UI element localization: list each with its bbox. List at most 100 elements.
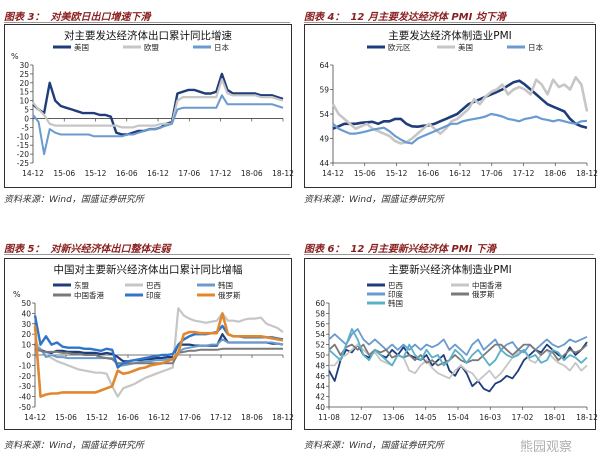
series-line [332, 79, 588, 130]
figure-caption: 图表 5： 对新兴经济体出口整体走弱 [4, 240, 170, 255]
x-tick-label: 16-12 [147, 169, 169, 178]
y-tick-label: 44 [315, 382, 325, 391]
y-tick-label: 58 [315, 309, 325, 318]
legend-label: 印度 [388, 289, 403, 299]
legend-label: 韩国 [218, 280, 233, 290]
legend-label: 欧元区 [388, 42, 411, 52]
chart-panel: 主要新兴经济体制造业PMI 巴西 中国香港 印度 俄罗斯 韩国 40 42 44 46 48 50 52… [304, 258, 598, 430]
chart-title: 中国对主要新兴经济体出口累计同比增幅 [54, 263, 243, 276]
series-line [328, 343, 588, 367]
x-tick-label: 18-12 [576, 413, 598, 422]
y-tick-label: 15 [19, 88, 29, 97]
legend-label: 中国香港 [472, 280, 502, 290]
y-tick-label: 64 [319, 61, 329, 70]
x-tick-label: 18-12 [272, 413, 294, 422]
caption-rule [4, 22, 290, 23]
figure-caption-text: 12 月主要新兴经济体 PMI 下滑 [350, 244, 496, 255]
figure-number: 图表 6： [304, 244, 345, 255]
legend-label: 东盟 [74, 280, 89, 290]
x-tick-label: 17-12 [513, 169, 535, 178]
watermark: 熊园观察 [520, 440, 573, 455]
x-tick-label: 18-12 [576, 169, 598, 178]
y-tick-label: 44 [319, 159, 329, 168]
x-tick-label: 17-06 [178, 169, 200, 178]
x-tick-label: 15-12 [86, 413, 108, 422]
x-tick-label: 15-04 [447, 413, 469, 422]
source-note: 资料来源：Wind，国盛证券研究所 [4, 195, 144, 205]
chart-title: 对主要发达经济体出口累计同比增速 [64, 29, 232, 42]
legend-label: 印度 [146, 290, 161, 300]
y-tick-label: 48 [315, 361, 325, 370]
legend-label: 俄罗斯 [218, 290, 241, 300]
y-tick-label: 59 [319, 86, 329, 95]
figure-caption-text: 对新兴经济体出口整体走弱 [50, 244, 171, 255]
y-tick-label: 25 [19, 70, 29, 79]
y-tick-label: 0 [24, 114, 29, 123]
series-line [328, 328, 588, 356]
x-tick-label: 16-06 [117, 413, 139, 422]
x-tick-label: 17-02 [512, 413, 534, 422]
caption-rule [304, 254, 594, 255]
y-tick-label: -50 [19, 403, 31, 412]
figure-number: 图表 3： [4, 12, 45, 23]
y-tick-label: -20 [19, 372, 31, 381]
x-tick-label: 17-12 [210, 169, 232, 178]
y-tick-label: -40 [19, 393, 31, 402]
y-tick-label: 5 [24, 106, 29, 115]
figure-caption-text: 对美欧日出口增速下滑 [50, 12, 151, 23]
y-tick-label: -15 [17, 141, 29, 150]
caption-rule [304, 22, 594, 23]
legend-label: 日本 [214, 42, 229, 52]
y-tick-label: 20 [21, 330, 31, 339]
legend-label: 日本 [528, 42, 543, 52]
x-tick-label: 16-12 [449, 169, 471, 178]
x-tick-label: 15-06 [53, 169, 75, 178]
y-tick-label: 56 [315, 320, 325, 329]
figure-caption: 图表 4： 12 月主要发达经济体 PMI 均下滑 [304, 8, 506, 23]
figure-caption: 图表 6： 12 月主要新兴经济体 PMI 下滑 [304, 240, 496, 255]
y-tick-label: -10 [19, 361, 31, 370]
y-tick-label: -30 [19, 382, 31, 391]
y-tick-label: 50 [315, 351, 325, 360]
x-tick-label: 16-03 [479, 413, 501, 422]
chart-panel: 对主要发达经济体出口累计同比增速% 美国 欧盟 日本 -25 -20 -15 -10 -5 0 5 1… [4, 24, 294, 188]
x-tick-label: 14-12 [24, 413, 46, 422]
y-tick-label: 54 [315, 330, 325, 339]
series-line [328, 341, 588, 393]
y-tick-label: 20 [19, 79, 29, 88]
y-tick-label: -10 [17, 132, 29, 141]
legend-label: 俄罗斯 [472, 289, 495, 299]
x-tick-label: 15-06 [55, 413, 77, 422]
x-tick-label: 17-06 [481, 169, 503, 178]
figure-caption: 图表 3： 对美欧日出口增速下滑 [4, 8, 150, 23]
y-tick-label: 42 [315, 393, 325, 402]
x-tick-label: 16-06 [417, 169, 439, 178]
x-tick-label: 16-12 [148, 413, 170, 422]
x-tick-label: 17-06 [179, 413, 201, 422]
y-tick-label: 50 [21, 299, 31, 308]
legend-label: 美国 [458, 42, 473, 52]
x-tick-label: 15-06 [354, 169, 376, 178]
x-tick-label: 14-12 [22, 169, 44, 178]
chart-panel: 主要发达经济体制造业PMI 欧元区 美国 日本 44 49 54 59 64 14-12 15-06… [304, 24, 598, 188]
chart-title: 主要发达经济体制造业PMI [388, 29, 512, 42]
series-line [332, 112, 588, 145]
chart-title: 主要新兴经济体制造业PMI [388, 263, 512, 276]
source-note: 资料来源：Wind，国盛证券研究所 [304, 441, 444, 451]
source-note: 资料来源：Wind，国盛证券研究所 [304, 195, 444, 205]
series-line [328, 328, 588, 367]
x-tick-label: 15-12 [386, 169, 408, 178]
legend-label: 韩国 [388, 298, 403, 308]
y-tick-label: 10 [21, 341, 31, 350]
legend-label: 巴西 [388, 281, 403, 290]
chart: 对主要发达经济体出口累计同比增速%美国 欧盟 日本-25-20-15-10-5051… [11, 29, 294, 178]
x-tick-label: 18-06 [544, 169, 566, 178]
figure-number: 图表 4： [304, 12, 345, 23]
legend-label: 美国 [74, 42, 89, 52]
y-tick-label: 54 [319, 110, 329, 119]
series-line [32, 78, 284, 129]
x-tick-label: 14-05 [415, 413, 437, 422]
x-tick-label: 15-12 [85, 169, 107, 178]
